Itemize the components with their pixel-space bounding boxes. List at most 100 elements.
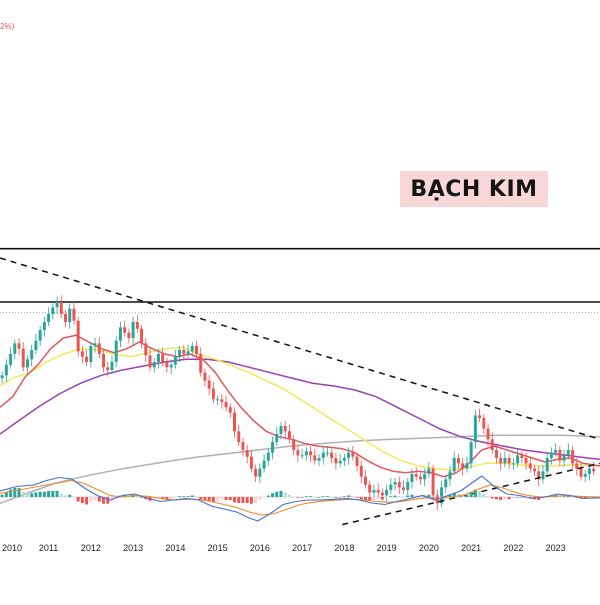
candle-body	[347, 452, 351, 458]
moving-average-line-0	[0, 434, 600, 505]
macd-histogram-bar	[321, 496, 325, 497]
macd-histogram-bar	[178, 496, 182, 497]
candle-body	[587, 468, 591, 474]
macd-histogram-bar	[562, 496, 566, 497]
macd-histogram-bar	[0, 494, 4, 497]
candle-body	[38, 330, 42, 341]
candle-body	[224, 402, 228, 408]
candle-body	[380, 492, 384, 496]
macd-histogram-bar	[245, 497, 249, 503]
macd-histogram-bar	[520, 497, 524, 498]
macd-histogram-bar	[304, 496, 308, 497]
macd-histogram-bar	[93, 497, 97, 500]
x-tick-label: 2016	[249, 543, 270, 553]
macd-histogram-bar	[42, 491, 46, 497]
macd-histogram-bar	[279, 491, 283, 497]
x-tick-label: 2021	[461, 543, 482, 553]
candle-body	[271, 442, 275, 453]
macd-histogram-bar	[233, 497, 236, 503]
candle-body	[30, 350, 34, 360]
macd-histogram-bar	[397, 496, 401, 497]
macd-histogram-bar	[583, 497, 587, 499]
candle-body	[93, 343, 97, 346]
macd-signal-line	[0, 479, 600, 516]
trendline-0	[0, 257, 600, 441]
candle-body	[102, 354, 105, 368]
macd-histogram-bar	[89, 497, 93, 502]
macd-histogram-bar	[495, 497, 498, 500]
macd-histogram-bar	[309, 496, 313, 497]
candle-body	[368, 484, 372, 493]
candle-body	[554, 450, 558, 453]
candle-body	[287, 431, 291, 440]
candle-body	[42, 322, 46, 330]
candle-body	[123, 327, 127, 333]
candle-body	[397, 482, 401, 488]
candle-body	[178, 350, 182, 357]
candle-body	[55, 302, 59, 308]
candle-body	[321, 452, 325, 458]
macd-line	[0, 475, 600, 522]
candle-body	[156, 354, 160, 362]
candle-body	[59, 302, 63, 314]
macd-histogram-bar	[368, 497, 372, 501]
macd-histogram-bar	[592, 497, 596, 498]
macd-histogram-bar	[380, 497, 384, 500]
candle-body	[190, 346, 194, 352]
macd-histogram-bar	[135, 495, 139, 497]
macd-histogram-bar	[55, 491, 59, 497]
candle-body	[275, 434, 279, 442]
candle-body	[9, 354, 13, 365]
candle-body	[292, 439, 296, 450]
macd-histogram-bar	[38, 491, 42, 497]
candle-body	[97, 343, 101, 354]
macd-histogram-bar	[465, 494, 469, 497]
candle-body	[410, 474, 414, 482]
macd-histogram-bar	[461, 495, 465, 497]
candle-body	[80, 351, 84, 357]
macd-histogram-bar	[195, 496, 198, 497]
candle-body	[144, 343, 148, 356]
candle-body	[317, 458, 321, 461]
candle-body	[579, 468, 583, 477]
candle-body	[34, 340, 38, 350]
macd-histogram-bar	[503, 497, 507, 500]
candle-body	[195, 346, 198, 354]
candle-body	[423, 474, 427, 480]
macd-histogram-bar	[72, 497, 76, 498]
candle-body	[499, 458, 503, 464]
macd-histogram-bar	[80, 497, 84, 503]
macd-histogram-bar	[566, 495, 570, 497]
macd-histogram-bar	[473, 489, 477, 497]
candle-body	[118, 327, 122, 341]
macd-histogram-bar	[216, 497, 220, 501]
candle-body	[76, 320, 80, 352]
candle-body	[300, 455, 304, 457]
candle-body	[106, 367, 110, 370]
x-tick-label: 2012	[80, 543, 101, 553]
macd-histogram-bar	[169, 497, 173, 500]
macd-histogram-bar	[482, 494, 486, 497]
candle-body	[490, 439, 494, 450]
candle-body	[478, 415, 482, 418]
candle-body	[110, 362, 114, 370]
macd-histogram-bar	[228, 497, 232, 500]
macd-histogram-bar	[347, 495, 351, 497]
candle-body	[549, 452, 553, 458]
candle-body	[89, 346, 93, 362]
candle-body	[237, 431, 241, 442]
macd-histogram-bar	[13, 488, 17, 497]
macd-histogram-bar	[30, 493, 34, 497]
candle-body	[583, 474, 587, 477]
macd-histogram-bar	[571, 497, 575, 498]
candle-body	[385, 490, 389, 496]
macd-histogram-bar	[68, 494, 72, 497]
macd-histogram-bar	[271, 493, 275, 497]
candle-body	[47, 314, 51, 322]
candle-body	[4, 364, 8, 376]
candle-body	[334, 458, 338, 464]
macd-histogram-bar	[34, 492, 38, 497]
candle-body	[406, 482, 410, 490]
candle-body	[131, 322, 135, 338]
candle-body	[254, 468, 258, 477]
